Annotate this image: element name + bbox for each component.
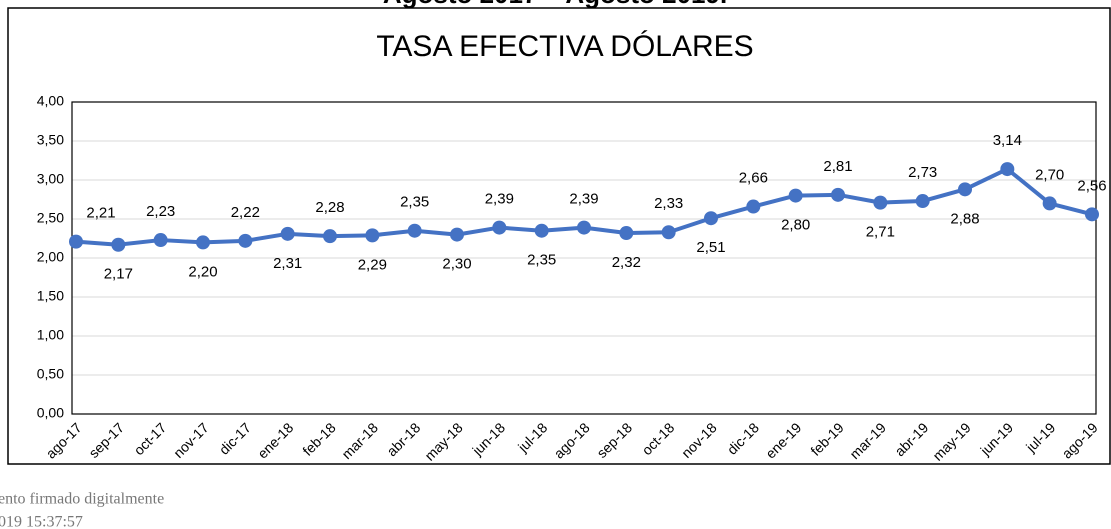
data-point — [450, 227, 464, 242]
data-label: 2,33 — [654, 195, 683, 212]
data-point — [238, 233, 253, 248]
data-point — [111, 237, 126, 252]
data-point — [788, 188, 803, 203]
y-tick-label: 3,00 — [37, 171, 64, 187]
data-label: 2,31 — [273, 255, 302, 272]
data-label: 2,22 — [231, 204, 260, 221]
data-label: 2,81 — [823, 158, 852, 175]
y-tick-label: 3,50 — [37, 132, 64, 148]
data-point — [1000, 162, 1015, 177]
y-tick-label: 4,00 — [37, 93, 64, 109]
data-point — [746, 199, 761, 214]
header: Agosto 2017 – Agosto 2019. — [383, 0, 727, 9]
data-label: 2,39 — [485, 191, 514, 208]
data-point — [407, 223, 422, 238]
data-point — [1085, 207, 1099, 222]
data-label: 2,32 — [612, 254, 641, 271]
data-label: 2,21 — [86, 205, 115, 222]
data-label: 2,80 — [781, 217, 810, 234]
data-label: 2,17 — [104, 266, 133, 283]
data-label: 2,56 — [1077, 177, 1106, 194]
data-point — [1042, 196, 1057, 211]
data-label: 2,23 — [146, 203, 175, 220]
data-label: 2,28 — [315, 199, 344, 216]
data-point — [323, 229, 337, 244]
data-label: 2,71 — [866, 224, 895, 241]
data-label: 2,20 — [188, 263, 217, 280]
data-point — [831, 187, 845, 202]
data-label: 2,30 — [442, 256, 471, 273]
y-tick-label: 1,00 — [37, 327, 64, 343]
data-point — [704, 211, 718, 226]
y-tick-label: 2,50 — [37, 210, 64, 226]
y-tick-label: 0,50 — [37, 366, 64, 382]
y-tick-label: 1,50 — [37, 288, 64, 304]
data-point — [915, 194, 930, 209]
data-label: 2,88 — [950, 210, 979, 227]
data-label: 2,66 — [739, 169, 768, 186]
data-label: 2,35 — [400, 194, 429, 211]
data-label: 2,39 — [569, 191, 598, 208]
data-label: 2,29 — [358, 256, 387, 273]
data-point — [153, 233, 168, 248]
chart-frame — [7, 7, 1111, 465]
data-label: 2,51 — [696, 239, 725, 256]
data-point — [196, 235, 210, 250]
data-label: 2,70 — [1035, 166, 1064, 183]
data-point — [492, 220, 507, 235]
data-point — [280, 226, 295, 241]
data-point — [534, 223, 549, 238]
footer-text: 019 15:37:57 — [0, 514, 83, 529]
data-point — [873, 195, 888, 210]
data-label: 3,14 — [993, 132, 1022, 149]
data-point — [577, 220, 591, 235]
data-point — [365, 228, 380, 243]
chart-title: TASA EFECTIVA DÓLARES — [376, 30, 753, 63]
data-point — [661, 225, 676, 240]
data-label: 2,35 — [527, 252, 556, 269]
y-tick-label: 0,00 — [37, 405, 64, 421]
y-tick-label: 2,00 — [37, 249, 64, 265]
plot-frame — [71, 101, 1097, 415]
data-point — [958, 182, 972, 197]
data-point — [69, 234, 83, 249]
footer-text: ento firmado digitalmente — [0, 491, 164, 508]
data-point — [619, 226, 634, 241]
data-label: 2,73 — [908, 164, 937, 181]
